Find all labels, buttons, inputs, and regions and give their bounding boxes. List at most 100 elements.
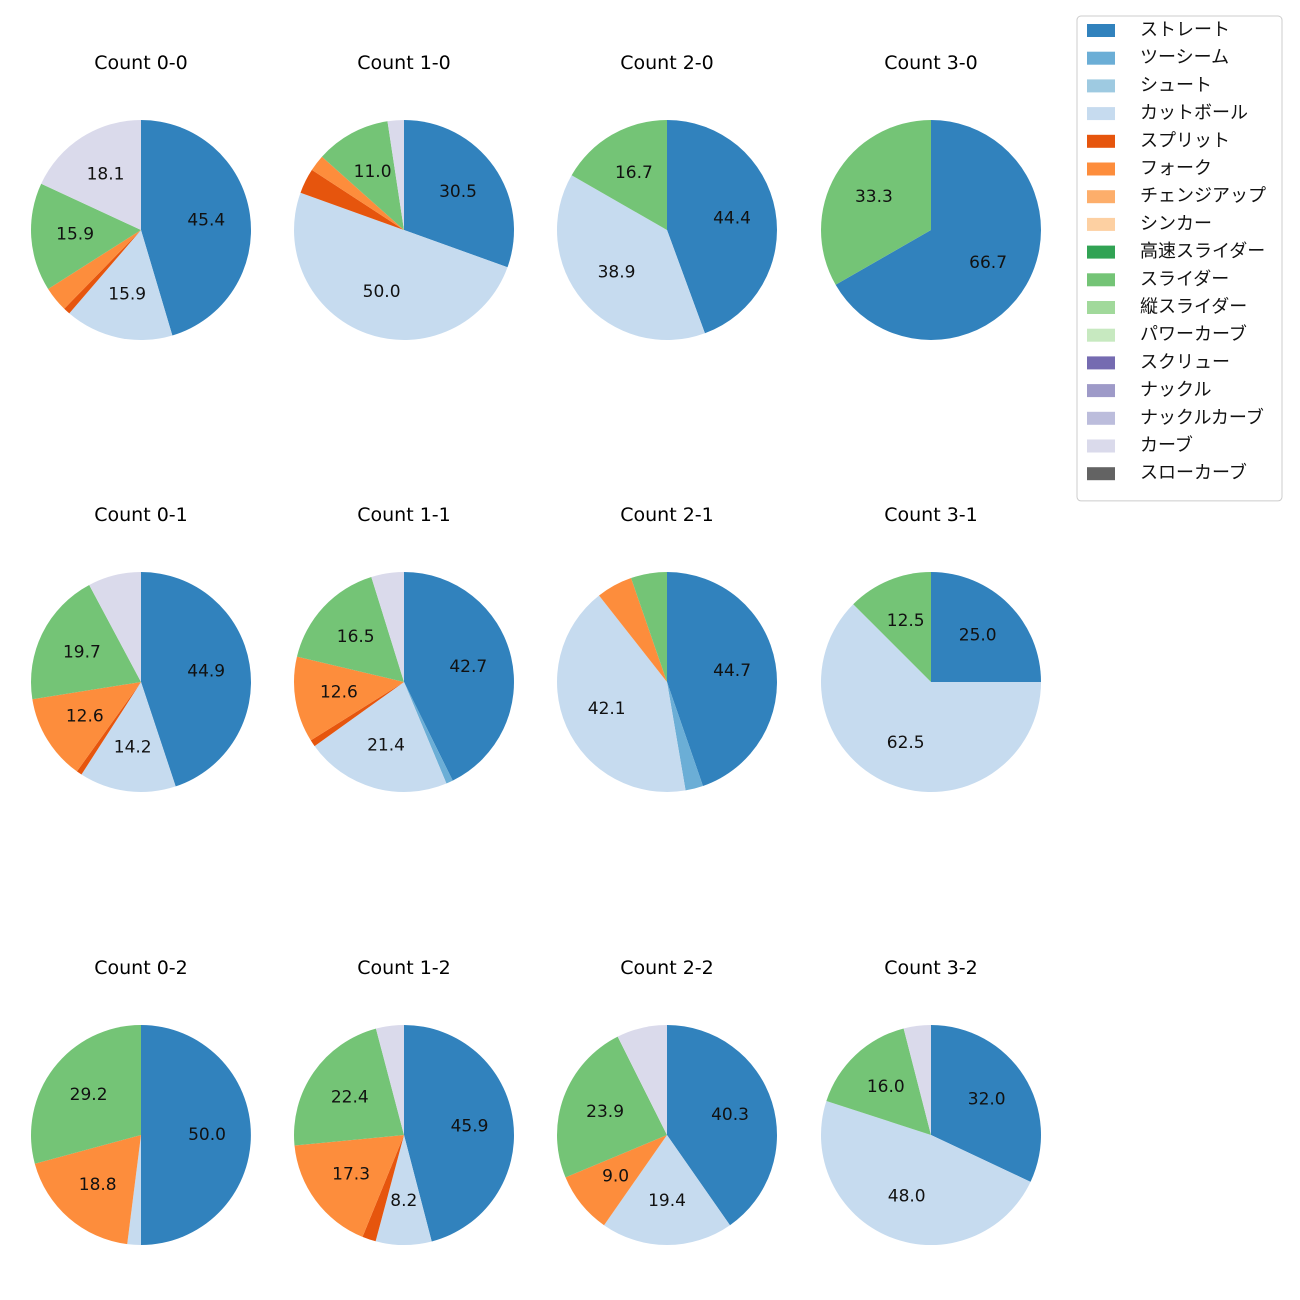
legend-label: チェンジアップ — [1140, 186, 1266, 207]
pie-panel: Count 0-2 50.0 18.8 29.2 — [31, 957, 251, 1245]
legend-label: ツーシーム — [1140, 47, 1229, 68]
pie-panel: Count 3-0 66.7 33.3 — [820, 52, 1041, 340]
legend-swatch — [1087, 356, 1115, 370]
pie-slice — [127, 1135, 141, 1245]
pie-slice-label: 11.0 — [354, 162, 392, 182]
pie-title: Count 1-2 — [357, 957, 451, 979]
legend-label: カットボール — [1140, 103, 1248, 124]
pie-slice — [404, 120, 515, 268]
pie-slice — [294, 192, 508, 340]
pie-slice-label: 30.5 — [439, 182, 477, 202]
pie-slice — [667, 1025, 777, 1226]
pie-slice — [141, 1025, 251, 1245]
legend-label: スクリュー — [1140, 352, 1230, 373]
pie-slice — [321, 121, 404, 230]
pie-slice — [362, 1135, 404, 1242]
pie-slice — [34, 1135, 142, 1245]
pie-slice — [41, 120, 141, 230]
pie-slice — [69, 230, 173, 341]
pie-slice-label: 33.3 — [855, 187, 893, 207]
pie-slice — [311, 156, 404, 230]
pie-slice-label: 16.7 — [615, 163, 653, 183]
pie-slice-label: 45.4 — [187, 211, 225, 231]
pie-slice — [617, 1025, 667, 1135]
pie-title: Count 3-0 — [884, 52, 978, 74]
legend-label: シュート — [1140, 75, 1212, 96]
legend-swatch — [1087, 24, 1115, 37]
pie-panel: Count 0-1 44.9 14.2 12.6 19.7 — [30, 504, 251, 792]
legend-swatch — [1087, 245, 1115, 259]
pie-panel: Count 2-2 40.3 19.4 9.0 23.9 — [557, 957, 777, 1245]
pie-slice-label: 42.1 — [588, 699, 626, 719]
legend-swatch — [1087, 134, 1115, 148]
pie-panel: Count 2-1 44.7 42.1 — [557, 504, 778, 792]
pie-slice — [853, 572, 931, 682]
legend-label: パワーカーブ — [1140, 323, 1247, 345]
pie-slice-label: 9.0 — [602, 1166, 629, 1186]
pie-slice — [820, 119, 931, 285]
pie-panel: Count 3-2 32.0 48.0 16.0 — [820, 957, 1042, 1246]
pie-slice — [565, 1135, 667, 1226]
legend-label: ナックルカーブ — [1140, 406, 1264, 428]
legend-swatch — [1087, 107, 1115, 121]
pie-slice-label: 23.9 — [586, 1102, 624, 1122]
pie-slice — [81, 682, 176, 792]
pie-slice — [571, 120, 667, 230]
pie-panel: Count 1-1 42.7 21.4 12.6 16.5 — [294, 504, 514, 792]
pie-slice — [667, 682, 703, 791]
pie-slice — [296, 576, 404, 682]
pie-slice-label: 19.4 — [648, 1191, 686, 1211]
pie-slice — [294, 1135, 404, 1237]
pie-slice — [556, 175, 705, 340]
legend-label: カーブ — [1140, 434, 1193, 456]
legend-label: 縦スライダー — [1140, 297, 1247, 318]
pie-slice — [931, 572, 1041, 682]
pie-slice — [667, 572, 778, 786]
pie-slice-label: 62.5 — [887, 733, 925, 753]
pie-slice-label: 45.9 — [451, 1117, 489, 1137]
pie-slice — [931, 1025, 1042, 1182]
pie-slice-label: 12.6 — [66, 707, 104, 727]
pie-slice-label: 21.4 — [367, 736, 405, 756]
pie-slice — [404, 572, 514, 781]
pie-panel: Count 2-0 44.4 38.9 16.7 — [556, 52, 777, 340]
legend-frame — [1076, 15, 1283, 502]
pie-panel: Count 1-0 30.5 50.0 11.0 — [294, 52, 515, 340]
pie-slice-label: 8.2 — [390, 1191, 417, 1211]
pie-slice — [141, 119, 252, 336]
pie-slice-label: 44.4 — [713, 208, 751, 228]
legend-swatch — [1087, 467, 1115, 481]
pie-slice — [32, 682, 141, 772]
pie-slice — [76, 682, 141, 775]
pie-slice — [404, 1025, 514, 1242]
pie-slice-label: 22.4 — [331, 1087, 369, 1107]
pie-slice — [903, 1025, 931, 1135]
pie-panel: Count 3-1 25.0 62.5 12.5 — [820, 504, 1041, 793]
legend-swatch — [1087, 301, 1115, 314]
pie-slice — [404, 682, 453, 784]
pie-slice — [371, 572, 404, 682]
pie-panel: Count 1-2 45.9 8.2 17.3 22.4 — [294, 957, 514, 1245]
pie-slice-label: 42.7 — [449, 657, 487, 677]
pie-title: Count 3-2 — [884, 957, 978, 979]
pie-slice-label: 40.3 — [711, 1105, 749, 1125]
pie-slice — [631, 572, 667, 682]
pie-slice-label: 50.0 — [188, 1125, 226, 1145]
pie-slice — [375, 1025, 404, 1135]
pie-slice — [820, 1101, 1031, 1246]
pie-slice — [300, 169, 404, 230]
pie-slice — [604, 1135, 730, 1245]
pie-slice-label: 17.3 — [332, 1164, 370, 1184]
pie-slice-label: 44.9 — [187, 662, 225, 682]
pie-title: Count 3-1 — [884, 504, 978, 526]
pie-slice — [48, 230, 142, 309]
pie-slice-label: 38.9 — [598, 263, 636, 283]
pie-slice — [31, 1025, 141, 1164]
pie-slice — [31, 183, 142, 289]
legend-swatch — [1087, 79, 1115, 93]
pie-slice — [30, 584, 141, 700]
pie-panel: Count 0-0 45.4 15.9 15.9 18.1 — [31, 52, 252, 341]
pie-title: Count 0-2 — [94, 957, 188, 979]
pie-title: Count 2-1 — [620, 504, 714, 526]
